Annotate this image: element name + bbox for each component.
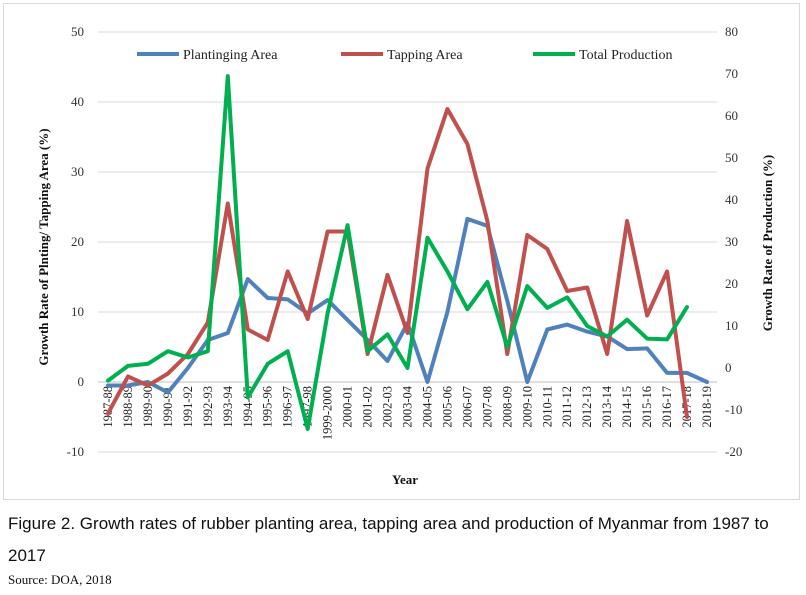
left-tick-label: 20 xyxy=(71,234,84,249)
right-tick-label: -20 xyxy=(725,444,742,459)
x-tick-label: 1992-93 xyxy=(201,386,215,428)
legend-label: Plantinging Area xyxy=(183,48,278,63)
x-tick-label: 1995-96 xyxy=(261,386,275,428)
x-tick-label: 2008-09 xyxy=(500,386,514,428)
left-tick-label: 40 xyxy=(71,94,84,109)
chart-frame: -10 0 10 20 30 40 50 -20 -10 0 10 20 30 40 50 60 70 80 1… xyxy=(3,3,800,500)
legend-label: Tapping Area xyxy=(387,48,463,63)
x-axis-title: Year xyxy=(392,472,418,487)
x-tick-label: 2002-03 xyxy=(381,386,395,428)
right-tick-label: 30 xyxy=(725,234,738,249)
right-tick-label: -10 xyxy=(725,402,742,417)
left-axis-title: Growth Rate of Plnting/ Tapping Area (%) xyxy=(36,128,51,365)
x-tick-label: 2009-10 xyxy=(520,386,534,428)
x-tick-label: 2007-08 xyxy=(480,386,494,428)
x-tick-label: 2001-02 xyxy=(361,386,375,428)
left-tick-label: 10 xyxy=(71,304,84,319)
left-tick-label: -10 xyxy=(67,444,84,459)
left-tick-label: 0 xyxy=(78,374,85,389)
x-tick-label: 1987-88 xyxy=(101,386,115,428)
right-tick-label: 50 xyxy=(725,150,738,165)
x-tick-label: 2018-19 xyxy=(700,386,714,428)
x-tick-label: 2010-11 xyxy=(540,386,554,427)
x-tick-label: 1988-89 xyxy=(121,386,135,428)
right-tick-label: 0 xyxy=(725,360,732,375)
right-axis-ticks: -20 -10 0 10 20 30 40 50 60 70 80 xyxy=(725,24,742,459)
left-tick-label: 50 xyxy=(71,24,84,39)
right-tick-label: 10 xyxy=(725,318,738,333)
legend-label: Total Production xyxy=(579,48,673,63)
legend: Plantinging Area Tapping Area Total Produc… xyxy=(137,48,673,63)
x-tick-label: 1991-92 xyxy=(181,386,195,428)
left-tick-label: 30 xyxy=(71,164,84,179)
gridlines xyxy=(98,31,717,453)
x-tick-label: 2014-15 xyxy=(620,386,634,428)
figure-caption: Figure 2. Growth rates of rubber plantin… xyxy=(8,514,769,565)
x-tick-label: 2016-17 xyxy=(660,386,674,428)
x-axis-ticks: 1987-88 1988-89 1989-90 1990-91 1991-92 1992-… xyxy=(101,385,714,440)
figure-source: Source: DOA, 2018 xyxy=(8,572,112,587)
x-tick-label: 2003-04 xyxy=(401,385,415,427)
x-tick-label: 2013-14 xyxy=(600,385,614,427)
x-tick-label: 2015-16 xyxy=(640,386,654,428)
x-tick-label: 1994-95 xyxy=(241,386,255,428)
right-tick-label: 70 xyxy=(725,66,738,81)
right-tick-label: 20 xyxy=(725,276,738,291)
x-tick-label: 1989-90 xyxy=(141,386,155,428)
x-tick-label: 2005-06 xyxy=(440,386,454,428)
x-tick-label: 1999-2000 xyxy=(321,386,335,440)
series-lines xyxy=(106,74,709,431)
x-tick-label: 2004-05 xyxy=(420,386,434,428)
x-tick-label: 2011-12 xyxy=(560,386,574,427)
line-chart: -10 0 10 20 30 40 50 -20 -10 0 10 20 30 40 50 60 70 80 1… xyxy=(36,24,775,487)
right-tick-label: 40 xyxy=(725,192,738,207)
x-tick-label: 1993-94 xyxy=(221,385,235,427)
x-tick-label: 2006-07 xyxy=(460,386,474,428)
x-tick-label: 1990-91 xyxy=(161,386,175,428)
right-tick-label: 80 xyxy=(725,24,738,39)
series-line-total-production xyxy=(106,74,689,431)
series-line-tapping-area xyxy=(106,107,689,419)
x-tick-label: 2000-01 xyxy=(341,386,355,428)
x-tick-label: 1996-97 xyxy=(281,386,295,428)
right-tick-label: 60 xyxy=(725,108,738,123)
right-axis-title: Growth Rate of Production (%) xyxy=(760,155,775,331)
x-tick-label: 2012-13 xyxy=(580,386,594,428)
left-axis-ticks: -10 0 10 20 30 40 50 xyxy=(67,24,84,459)
